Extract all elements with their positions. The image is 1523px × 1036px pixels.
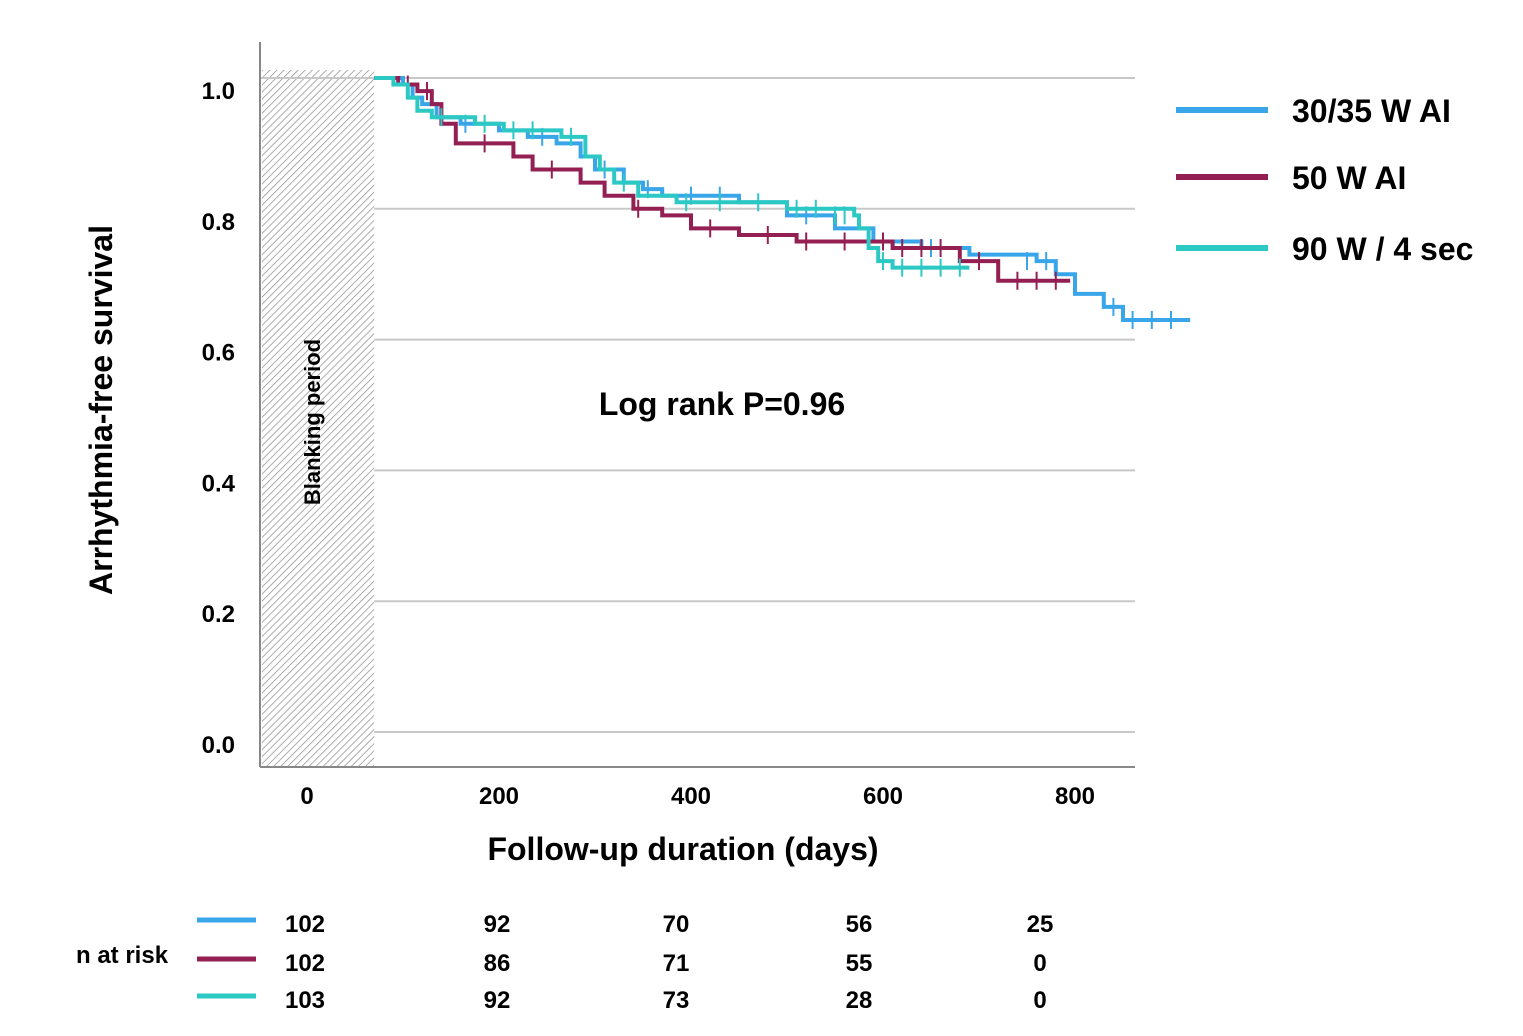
- risk-count: 55: [846, 950, 873, 977]
- risk-count: 86: [484, 950, 511, 977]
- risk-count: 102: [285, 950, 325, 977]
- x-axis-title: Follow-up duration (days): [487, 831, 878, 867]
- risk-count: 56: [846, 911, 873, 938]
- y-tick-label: 1.0: [202, 78, 235, 105]
- x-tick-label: 600: [863, 783, 903, 810]
- legend-label: 50 W AI: [1292, 160, 1406, 196]
- risk-count: 92: [484, 987, 511, 1014]
- risk-count: 71: [663, 950, 690, 977]
- gridlines: [260, 77, 1135, 733]
- risk-count: 0: [1033, 950, 1046, 977]
- x-tick-label: 800: [1055, 783, 1095, 810]
- risk-count: 70: [663, 911, 690, 938]
- risk-count: 103: [285, 987, 325, 1014]
- x-tick-label: 400: [671, 783, 711, 810]
- log-rank-annotation: Log rank P=0.96: [599, 386, 845, 422]
- risk-count: 102: [285, 911, 325, 938]
- survival-curves: [374, 75, 1191, 329]
- survival-curve: [374, 76, 1071, 283]
- y-tick-label: 0.2: [202, 601, 235, 628]
- x-tick-labels: 0 200 400 600 800: [300, 783, 1095, 810]
- y-tick-label: 0.0: [202, 732, 235, 759]
- risk-count: 28: [846, 987, 873, 1014]
- risk-table-title: n at risk: [76, 942, 169, 969]
- risk-count: 0: [1033, 987, 1046, 1014]
- survival-curve: [374, 76, 970, 270]
- blanking-period: Blanking period: [262, 70, 375, 766]
- y-tick-label: 0.4: [202, 470, 236, 497]
- legend-label: 30/35 W AI: [1292, 93, 1451, 129]
- legend-label: 90 W / 4 sec: [1292, 231, 1473, 267]
- y-tick-label: 0.8: [202, 209, 235, 236]
- x-tick-label: 0: [300, 783, 313, 810]
- risk-count: 73: [663, 987, 690, 1014]
- axes: [259, 42, 1135, 768]
- y-axis-title: Arrhythmia-free survival: [83, 225, 119, 595]
- y-tick-label: 0.6: [202, 340, 235, 367]
- risk-count: 92: [484, 911, 511, 938]
- y-tick-labels: 0.0 0.2 0.4 0.6 0.8 1.0: [202, 78, 236, 759]
- risk-count: 25: [1027, 911, 1054, 938]
- survival-curve: [374, 76, 1191, 322]
- blanking-period-hatch: [262, 70, 375, 766]
- legend: 30/35 W AI 50 W AI 90 W / 4 sec: [1176, 93, 1473, 267]
- risk-table: n at risk 102 92 70 56 25 102 86 71 55 0 103 92 73 28…: [76, 911, 1053, 1014]
- blanking-period-label: Blanking period: [300, 339, 325, 505]
- x-tick-label: 200: [479, 783, 519, 810]
